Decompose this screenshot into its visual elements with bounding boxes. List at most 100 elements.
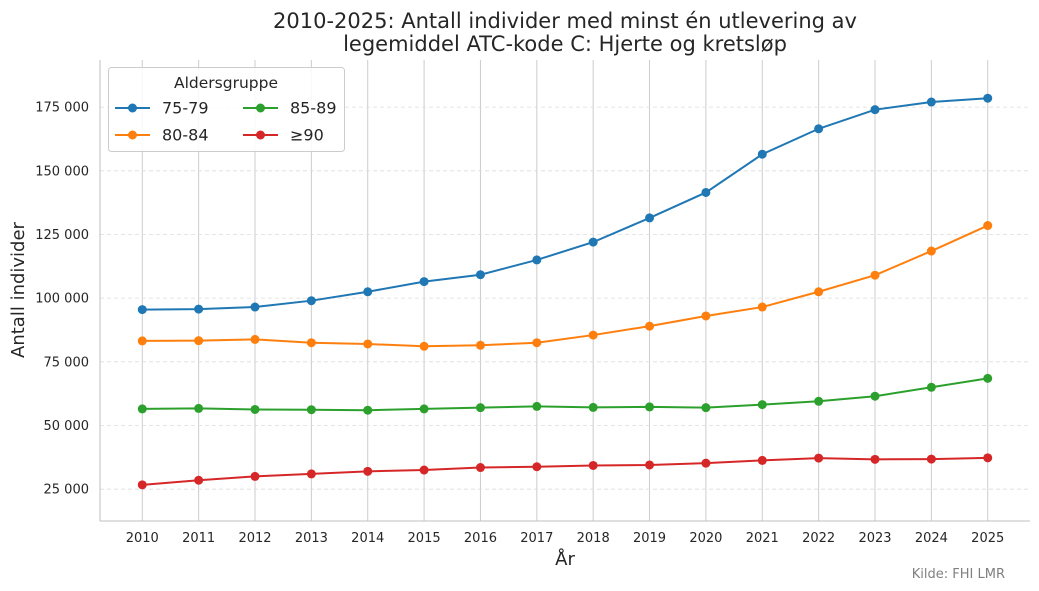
data-point [137, 480, 147, 490]
y-tick-label: 25 000 [44, 483, 90, 498]
data-point [250, 334, 260, 344]
data-point [306, 296, 316, 306]
x-tick-label: 2015 [408, 531, 441, 546]
data-point [757, 400, 767, 410]
x-tick-label: 2011 [182, 531, 215, 546]
data-point [419, 277, 429, 287]
data-point [926, 382, 936, 392]
x-tick-label: 2020 [689, 531, 722, 546]
data-point [194, 475, 204, 485]
legend-marker [128, 103, 137, 113]
y-tick-label: 50 000 [44, 419, 90, 434]
y-tick-label: 100 000 [35, 292, 89, 307]
x-tick-label: 2023 [858, 531, 891, 546]
data-point [870, 105, 880, 115]
legend-label: 75-79 [162, 99, 209, 118]
x-tick-label: 2024 [915, 531, 948, 546]
data-point [757, 302, 767, 312]
data-point [419, 465, 429, 475]
data-point [645, 402, 655, 412]
data-point [870, 391, 880, 401]
legend-marker [256, 103, 265, 113]
data-point [645, 213, 655, 223]
data-point [419, 341, 429, 351]
data-point [475, 463, 485, 473]
legend-title: Aldersgruppe [174, 74, 278, 92]
data-point [814, 396, 824, 406]
data-point [194, 336, 204, 346]
y-tick-label: 75 000 [44, 355, 90, 370]
legend-marker [256, 130, 265, 140]
data-point [870, 270, 880, 280]
data-point [588, 402, 598, 412]
legend-label: 85-89 [290, 99, 337, 118]
data-point [475, 403, 485, 413]
data-point [194, 304, 204, 314]
x-tick-label: 2021 [746, 531, 779, 546]
data-point [701, 403, 711, 413]
data-point [701, 458, 711, 468]
x-tick-label: 2017 [520, 531, 553, 546]
x-tick-label: 2019 [633, 531, 666, 546]
data-point [363, 287, 373, 297]
data-point [926, 454, 936, 464]
data-point [588, 237, 598, 247]
data-point [757, 149, 767, 159]
data-point [137, 336, 147, 346]
series-line-75-79 [142, 97, 988, 311]
data-point [588, 460, 598, 470]
data-point [926, 246, 936, 256]
series-line-85-89 [142, 377, 988, 412]
data-point [532, 338, 542, 348]
x-tick-label: 2013 [295, 531, 328, 546]
x-tick-label: 2010 [126, 531, 159, 546]
data-point [363, 405, 373, 415]
data-point [532, 462, 542, 472]
data-point [757, 455, 767, 465]
data-point [137, 404, 147, 414]
data-point [306, 405, 316, 415]
data-point [250, 471, 260, 481]
chart-title-line-2: legemiddel ATC-kode C: Hjerte og kretslø… [343, 32, 787, 56]
x-tick-label: 2022 [802, 531, 835, 546]
data-point [926, 97, 936, 107]
data-point [645, 321, 655, 331]
data-point [588, 330, 598, 340]
data-point [250, 404, 260, 414]
x-tick-label: 2014 [351, 531, 384, 546]
data-point [532, 255, 542, 265]
y-tick-label: 125 000 [35, 228, 89, 243]
data-point [983, 221, 993, 231]
y-tick-label: 150 000 [35, 164, 89, 179]
x-tick-label: 2016 [464, 531, 497, 546]
data-point [814, 124, 824, 134]
chart-title-line-1: 2010-2025: Antall individer med minst én… [273, 9, 857, 33]
data-point [363, 339, 373, 349]
series-line-80-84 [142, 224, 989, 348]
data-point [250, 302, 260, 312]
data-point [814, 287, 824, 297]
x-axis-label: År [555, 548, 575, 570]
data-point [645, 460, 655, 470]
tick-labels: 2010 2011 2012 2013 2014 2015 2016 2017 2018 2019… [35, 101, 1004, 546]
data-point [306, 469, 316, 479]
data-point [983, 373, 993, 383]
data-point [306, 338, 316, 348]
data-point [814, 453, 824, 463]
x-tick-label: 2025 [971, 531, 1004, 546]
data-point [194, 403, 204, 413]
legend-frame [108, 67, 345, 152]
legend-label: 80-84 [162, 126, 209, 145]
data-point [363, 466, 373, 476]
y-tick-label: 175 000 [35, 101, 89, 116]
data-point [532, 401, 542, 411]
legend-marker [128, 130, 137, 140]
source-note: Kilde: FHI LMR [912, 567, 1005, 582]
data-point [701, 311, 711, 321]
x-tick-label: 2018 [577, 531, 610, 546]
legend-label: ≥90 [290, 126, 324, 145]
x-tick-label: 2012 [238, 531, 271, 546]
data-point [983, 93, 993, 103]
legend: Aldersgruppe 75-79 80-84 85-89 ≥90 [108, 67, 345, 152]
